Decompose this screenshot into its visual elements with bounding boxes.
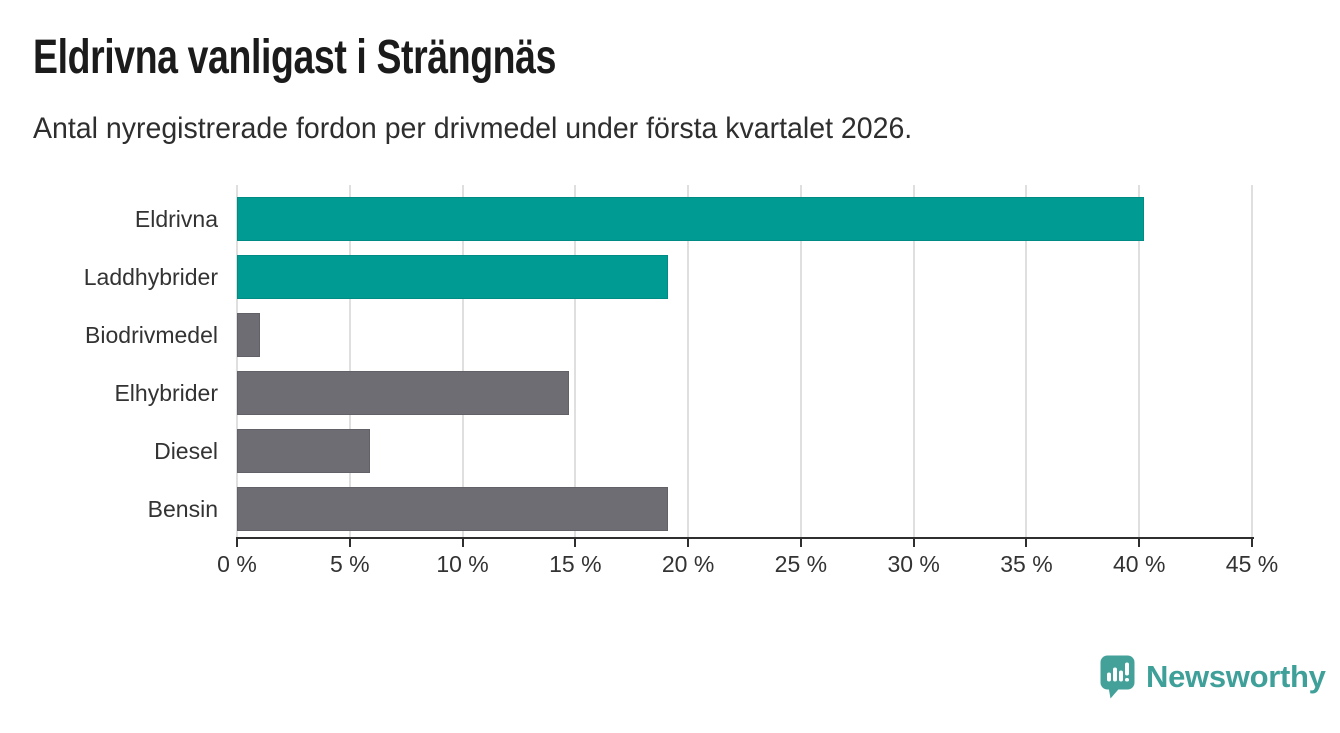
x-axis-tick bbox=[1025, 537, 1028, 547]
bar-bensin bbox=[237, 487, 668, 531]
x-axis-tick bbox=[1251, 537, 1253, 547]
x-axis-tick bbox=[1138, 537, 1141, 547]
gridline bbox=[461, 185, 464, 537]
gridline bbox=[348, 185, 351, 537]
category-label: Diesel bbox=[154, 438, 218, 464]
gridline bbox=[687, 185, 690, 537]
bar-diesel bbox=[237, 429, 371, 473]
x-axis-tick bbox=[912, 537, 915, 547]
bar-laddhybrider bbox=[237, 255, 668, 299]
x-axis-tick-label: 10 % bbox=[436, 551, 489, 577]
chart-subtitle: Antal nyregistrerade fordon per drivmede… bbox=[33, 112, 913, 145]
gridline bbox=[1251, 185, 1253, 537]
x-axis-tick-label: 15 % bbox=[549, 551, 602, 577]
category-label: Biodrivmedel bbox=[85, 322, 218, 348]
x-axis-tick-label: 0 % bbox=[217, 551, 257, 577]
x-axis-tick bbox=[348, 537, 351, 547]
gridline bbox=[1025, 185, 1028, 537]
bar-eldrivna bbox=[237, 197, 1144, 241]
gridline bbox=[799, 185, 802, 537]
x-axis-tick bbox=[687, 537, 690, 547]
chart-title: Eldrivna vanligast i Strängnäs bbox=[33, 31, 557, 84]
x-axis-tick-label: 40 % bbox=[1113, 551, 1166, 577]
newsworthy-logo-icon bbox=[1100, 655, 1135, 698]
x-axis-line bbox=[236, 537, 1254, 539]
category-labels: Eldrivna Laddhybrider Biodrivmedel Elhybrid… bbox=[0, 185, 218, 537]
x-axis-tick bbox=[461, 537, 464, 547]
plot-area bbox=[236, 185, 1253, 537]
newsworthy-logo-text: Newsworthy bbox=[1146, 659, 1326, 694]
category-label: Elhybrider bbox=[114, 380, 218, 406]
gridline bbox=[574, 185, 577, 537]
x-axis-tick-label: 20 % bbox=[661, 551, 715, 577]
gridline bbox=[1138, 185, 1141, 537]
x-axis-tick-label: 30 % bbox=[887, 551, 940, 577]
x-axis-tick bbox=[799, 537, 802, 547]
category-label: Eldrivna bbox=[134, 206, 218, 232]
category-label: Bensin bbox=[147, 496, 218, 522]
x-axis-tick bbox=[236, 537, 238, 547]
x-axis-tick-label: 5 % bbox=[329, 551, 370, 577]
x-axis-tick-label: 25 % bbox=[774, 551, 828, 577]
category-label: Laddhybrider bbox=[83, 264, 218, 290]
x-axis-tick-label: 45 % bbox=[1225, 551, 1279, 577]
x-axis-tick bbox=[574, 537, 577, 547]
newsworthy-logo: Newsworthy bbox=[1100, 653, 1326, 701]
bar-elhybrider bbox=[237, 371, 569, 415]
gridline bbox=[236, 185, 238, 537]
bar-biodrivmedel bbox=[237, 313, 260, 357]
gridline bbox=[912, 185, 915, 537]
x-axis-tick-label: 35 % bbox=[1000, 551, 1053, 577]
